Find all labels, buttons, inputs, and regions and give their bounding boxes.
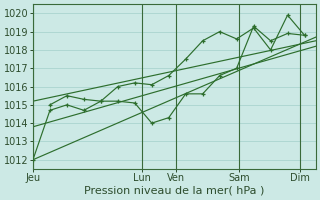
X-axis label: Pression niveau de la mer( hPa ): Pression niveau de la mer( hPa ) [84,186,265,196]
